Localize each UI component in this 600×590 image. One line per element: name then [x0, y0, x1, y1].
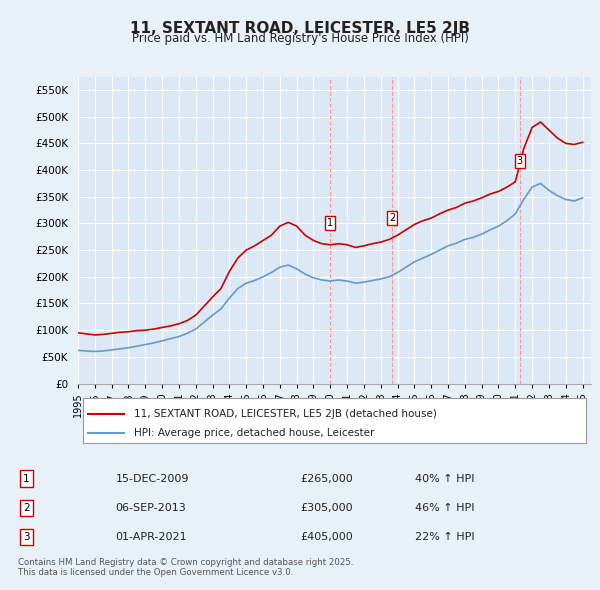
Text: £305,000: £305,000	[300, 503, 353, 513]
Text: 11, SEXTANT ROAD, LEICESTER, LE5 2JB (detached house): 11, SEXTANT ROAD, LEICESTER, LE5 2JB (de…	[134, 409, 437, 419]
Text: 22% ↑ HPI: 22% ↑ HPI	[415, 532, 475, 542]
Bar	[88, 432, 124, 437]
Text: 3: 3	[23, 532, 30, 542]
Text: 3: 3	[517, 156, 523, 166]
Text: Price paid vs. HM Land Registry's House Price Index (HPI): Price paid vs. HM Land Registry's House …	[131, 32, 469, 45]
Text: 40% ↑ HPI: 40% ↑ HPI	[415, 474, 475, 484]
Text: Contains HM Land Registry data © Crown copyright and database right 2025.
This d: Contains HM Land Registry data © Crown c…	[18, 558, 353, 577]
Text: 06-SEP-2013: 06-SEP-2013	[116, 503, 187, 513]
Text: 1: 1	[326, 218, 332, 228]
Text: HPI: Average price, detached house, Leicester: HPI: Average price, detached house, Leic…	[134, 428, 375, 438]
Text: 15-DEC-2009: 15-DEC-2009	[116, 474, 189, 484]
Text: 11, SEXTANT ROAD, LEICESTER, LE5 2JB: 11, SEXTANT ROAD, LEICESTER, LE5 2JB	[130, 21, 470, 35]
Text: 1: 1	[23, 474, 30, 484]
Text: £405,000: £405,000	[300, 532, 353, 542]
FancyBboxPatch shape	[83, 398, 586, 443]
Text: 2: 2	[389, 214, 395, 224]
Text: 01-APR-2021: 01-APR-2021	[116, 532, 187, 542]
Text: £265,000: £265,000	[300, 474, 353, 484]
Text: 46% ↑ HPI: 46% ↑ HPI	[415, 503, 475, 513]
Text: 2: 2	[23, 503, 30, 513]
Bar	[88, 414, 124, 418]
